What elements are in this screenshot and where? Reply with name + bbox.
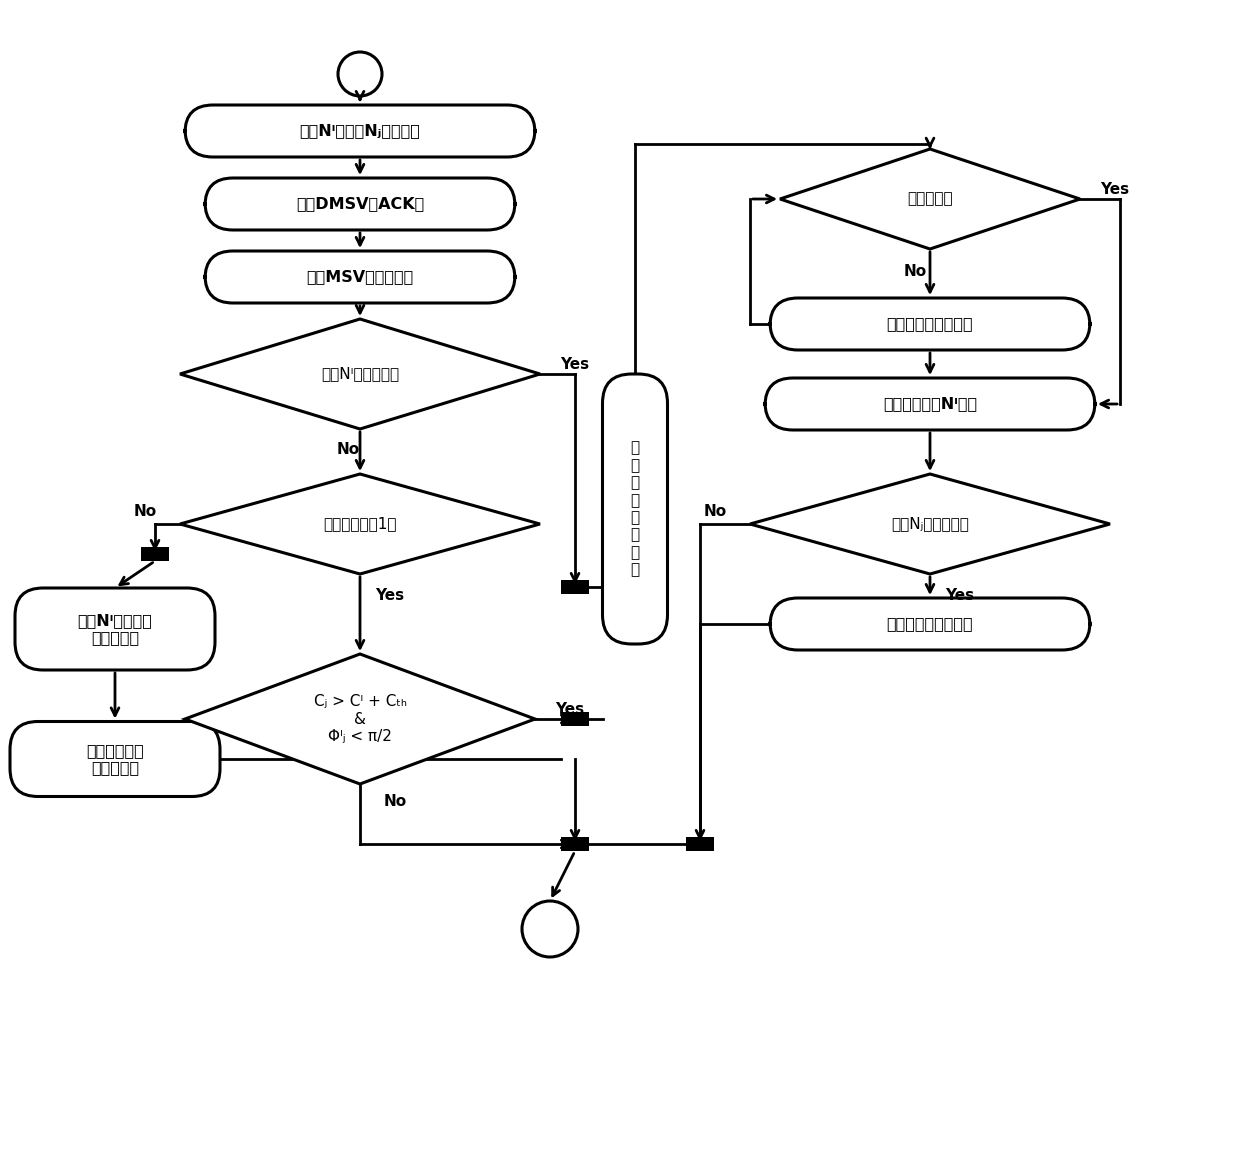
Text: 更新已投递消息列表: 更新已投递消息列表	[887, 617, 973, 632]
Polygon shape	[180, 474, 539, 574]
Text: No: No	[904, 263, 926, 278]
Text: 节点Nᴵ中的消息
副本数更新: 节点Nᴵ中的消息 副本数更新	[78, 613, 153, 646]
Text: No: No	[383, 795, 407, 809]
Bar	[560, 837, 589, 851]
Bar	[560, 580, 589, 595]
Bar	[141, 547, 169, 561]
Text: No: No	[703, 504, 727, 519]
Text: 删除优先级最小消息: 删除优先级最小消息	[887, 316, 973, 331]
Text: No: No	[134, 504, 156, 519]
Text: 消息放入节点Nᴵ缓存: 消息放入节点Nᴵ缓存	[883, 396, 977, 411]
Text: 节点Nᴵ是目的节点: 节点Nᴵ是目的节点	[321, 366, 399, 381]
Polygon shape	[780, 150, 1080, 249]
Text: 消息副本数＝1？: 消息副本数＝1？	[324, 517, 397, 532]
FancyBboxPatch shape	[10, 722, 219, 796]
Text: 根据优先级在
缓存中排队: 根据优先级在 缓存中排队	[86, 743, 144, 775]
Polygon shape	[750, 474, 1110, 574]
Text: Yes: Yes	[560, 357, 589, 372]
Text: 交换DMSV（ACK）: 交换DMSV（ACK）	[296, 197, 424, 211]
FancyBboxPatch shape	[205, 252, 515, 302]
Text: Yes: Yes	[945, 589, 975, 604]
FancyBboxPatch shape	[15, 588, 215, 670]
FancyBboxPatch shape	[185, 105, 534, 156]
FancyBboxPatch shape	[205, 178, 515, 229]
Text: No: No	[336, 442, 360, 457]
Text: Yes: Yes	[556, 701, 584, 716]
FancyBboxPatch shape	[770, 298, 1090, 350]
FancyBboxPatch shape	[770, 598, 1090, 650]
Text: Cⱼ > Cᴵ + Cₜₕ
&
Φᴵⱼ < π/2: Cⱼ > Cᴵ + Cₜₕ & Φᴵⱼ < π/2	[314, 694, 407, 744]
Bar	[686, 837, 714, 851]
Bar	[560, 712, 589, 726]
Text: Yes: Yes	[376, 589, 404, 604]
Text: 缓存充足？: 缓存充足？	[908, 191, 952, 206]
Polygon shape	[185, 654, 534, 783]
Text: Yes: Yes	[1100, 182, 1130, 197]
Text: 节点Nᴵ和节点Nⱼ建立连接: 节点Nᴵ和节点Nⱼ建立连接	[300, 124, 420, 138]
Text: 节点Nⱼ是目的节点: 节点Nⱼ是目的节点	[892, 517, 968, 532]
Text: 交换MSV和节点信息: 交换MSV和节点信息	[306, 270, 414, 284]
FancyBboxPatch shape	[603, 374, 667, 644]
FancyBboxPatch shape	[765, 378, 1095, 430]
Text: 按
消
息
优
先
级
传
输: 按 消 息 优 先 级 传 输	[630, 440, 640, 577]
Polygon shape	[180, 319, 539, 429]
